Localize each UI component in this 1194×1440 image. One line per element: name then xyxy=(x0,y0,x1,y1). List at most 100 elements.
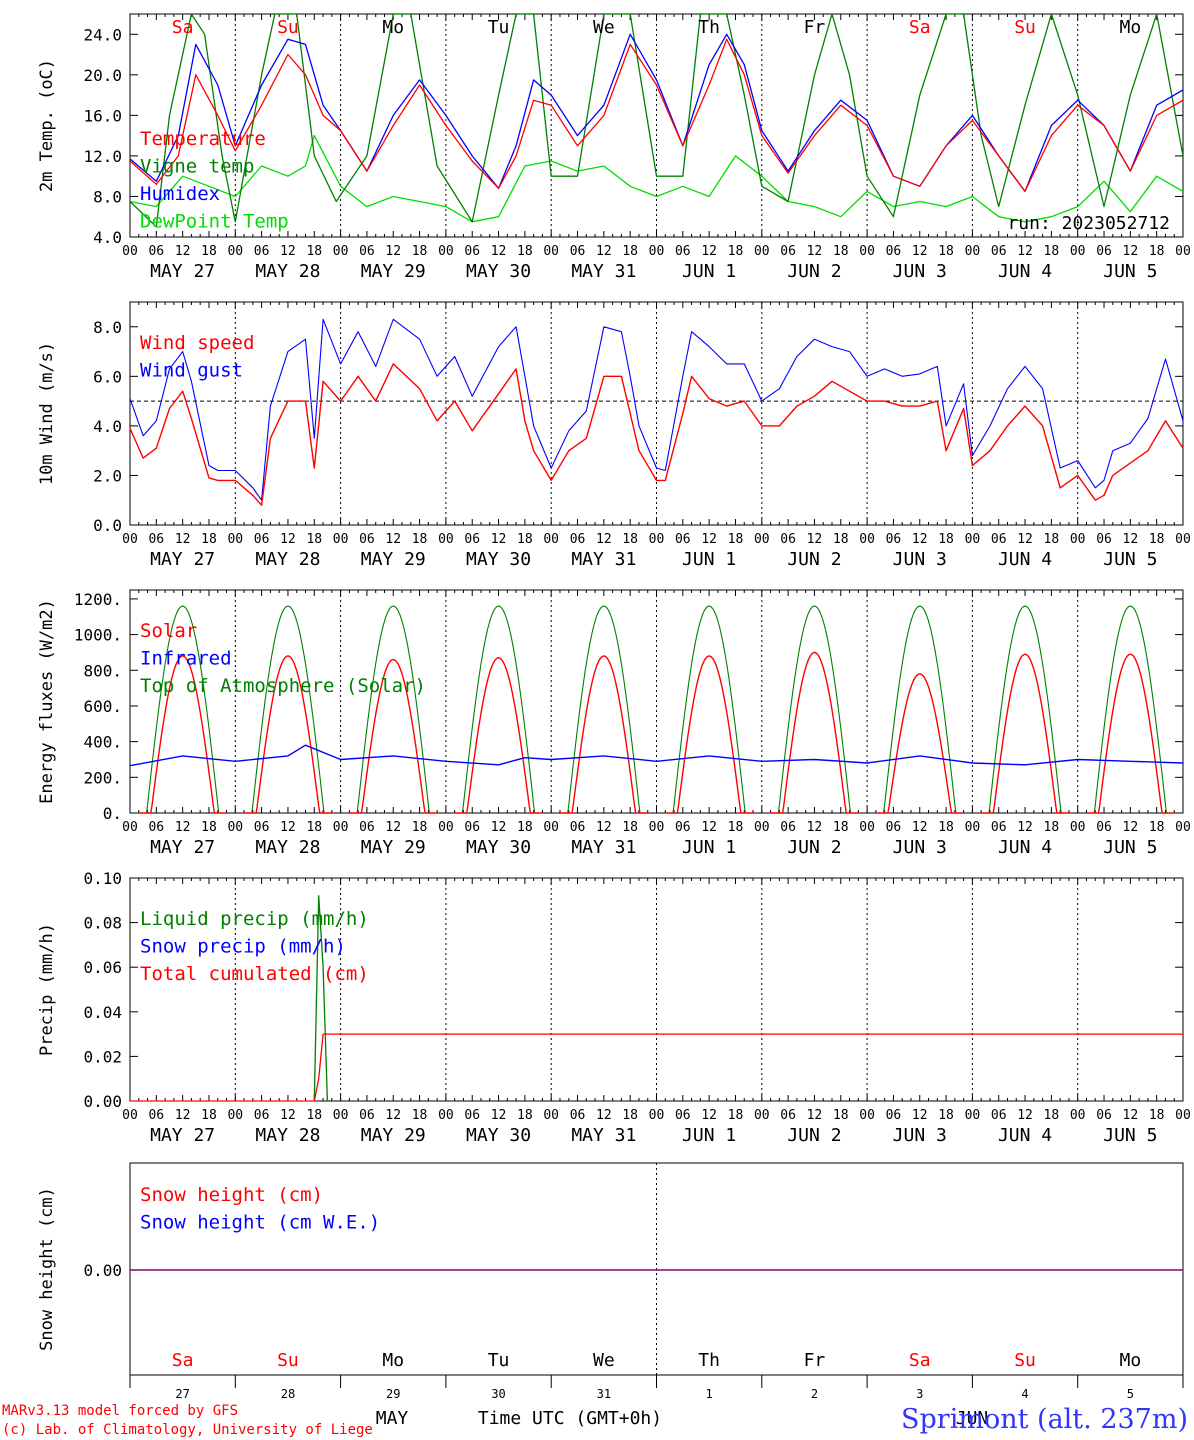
series-top-of-atmosphere xyxy=(349,605,438,814)
y-tick-label: 4.0 xyxy=(93,417,122,436)
date-label: JUN 2 xyxy=(787,549,841,570)
hour-label: 06 xyxy=(570,244,586,259)
weekday-label: Su xyxy=(1014,1350,1036,1371)
weekday-label: Th xyxy=(698,1350,720,1371)
series-total-cumulated xyxy=(130,1033,1183,1102)
day-number-label: 1 xyxy=(706,1387,713,1401)
hour-label: 18 xyxy=(1149,532,1165,547)
date-label: MAY 28 xyxy=(255,837,320,858)
y-tick-label: 16.0 xyxy=(83,106,122,125)
hour-label: 12 xyxy=(175,820,191,835)
y-tick-label: 12.0 xyxy=(83,147,122,166)
hour-label: 00 xyxy=(965,532,981,547)
hour-label: 00 xyxy=(1070,1108,1086,1123)
hour-label: 00 xyxy=(1070,244,1086,259)
series-solar xyxy=(560,655,648,814)
hour-label: 12 xyxy=(280,1108,296,1123)
date-label: JUN 4 xyxy=(998,549,1052,570)
weekday-label: Sa xyxy=(909,17,931,38)
y-tick-label: 1200. xyxy=(74,590,122,609)
hour-label: 00 xyxy=(754,1108,770,1123)
hour-label: 18 xyxy=(1149,244,1165,259)
day-number-label: 4 xyxy=(1021,1387,1028,1401)
hour-label: 18 xyxy=(1044,244,1060,259)
date-label: JUN 2 xyxy=(787,1125,841,1146)
hour-label: 00 xyxy=(754,532,770,547)
temperature-lines xyxy=(130,14,1183,228)
hour-label: 12 xyxy=(385,244,401,259)
hour-label: 06 xyxy=(991,244,1007,259)
hour-label: 00 xyxy=(333,1108,349,1123)
hour-label: 00 xyxy=(543,532,559,547)
hour-label: 18 xyxy=(833,820,849,835)
date-label: JUN 1 xyxy=(682,1125,736,1146)
hour-label: 18 xyxy=(306,1108,322,1123)
hour-label: 06 xyxy=(1096,532,1112,547)
snow-panel: 0.00 Snow height (cm) Snow height (cm) Snow… xyxy=(37,1162,1184,1401)
hour-label: 00 xyxy=(965,244,981,259)
hour-label: 06 xyxy=(886,1108,902,1123)
legend-entry: Solar xyxy=(140,620,197,642)
series-top-of-atmosphere xyxy=(1086,605,1175,814)
legend-entry: Snow height (cm) xyxy=(140,1184,323,1206)
y-tick-label: 0. xyxy=(103,804,122,823)
hour-label: 18 xyxy=(622,244,638,259)
hour-label: 06 xyxy=(1096,820,1112,835)
legend-entry: Snow height (cm W.E.) xyxy=(140,1212,380,1234)
hour-label: 00 xyxy=(543,244,559,259)
y-tick-label: 400. xyxy=(83,733,122,752)
series-wind-gust xyxy=(129,318,1184,501)
date-label: MAY 28 xyxy=(255,1125,320,1146)
hour-label: 12 xyxy=(1123,532,1139,547)
date-label: MAY 29 xyxy=(361,549,426,570)
hour-label: 18 xyxy=(938,532,954,547)
weekday-label: Mo xyxy=(1120,1350,1142,1371)
date-label: MAY 29 xyxy=(361,837,426,858)
date-label: JUN 2 xyxy=(787,261,841,282)
hour-label: 00 xyxy=(122,244,138,259)
series-vigne-temp xyxy=(130,14,1183,228)
y-tick-label: 4.0 xyxy=(93,228,122,247)
series-top-of-atmosphere xyxy=(875,605,964,814)
y-tick-label: 8.0 xyxy=(93,187,122,206)
hour-label: 18 xyxy=(412,820,428,835)
hour-label: 12 xyxy=(385,820,401,835)
day-number-label: 28 xyxy=(281,1387,295,1401)
date-label: MAY 28 xyxy=(255,549,320,570)
y-tick-label: 0.00 xyxy=(83,1092,122,1111)
hour-label: 12 xyxy=(701,820,717,835)
series-solar xyxy=(1086,653,1175,814)
hour-label: 06 xyxy=(675,244,691,259)
hour-label: 12 xyxy=(912,820,928,835)
hour-label: 18 xyxy=(622,1108,638,1123)
weekday-label: Sa xyxy=(909,1350,931,1371)
date-label: MAY 30 xyxy=(466,1125,531,1146)
weekday-label: Mo xyxy=(1120,17,1142,38)
hour-label: 12 xyxy=(1123,820,1139,835)
hour-label: 00 xyxy=(227,532,243,547)
y-tick-label: 24.0 xyxy=(83,25,122,44)
weekday-label: Tu xyxy=(488,1350,510,1371)
y-tick-label: 0.00 xyxy=(83,1261,122,1280)
hour-label: 12 xyxy=(596,1108,612,1123)
y-tick-label: 8.0 xyxy=(93,318,122,337)
date-label: JUN 5 xyxy=(1103,261,1157,282)
hour-label: 18 xyxy=(938,820,954,835)
series-top-of-atmosphere xyxy=(770,605,859,814)
hour-label: 18 xyxy=(833,532,849,547)
series-temperature xyxy=(130,38,1183,193)
hour-label: 12 xyxy=(280,820,296,835)
hour-label: 00 xyxy=(333,820,349,835)
hour-label: 12 xyxy=(807,1108,823,1123)
hour-label: 06 xyxy=(675,820,691,835)
day-number-label: 2 xyxy=(811,1387,818,1401)
series-solar xyxy=(981,653,1069,814)
hour-label: 12 xyxy=(912,532,928,547)
hour-label: 06 xyxy=(359,820,375,835)
date-label: JUN 5 xyxy=(1103,1125,1157,1146)
hour-label: 12 xyxy=(491,532,507,547)
hour-label: 06 xyxy=(780,244,796,259)
hour-label: 00 xyxy=(965,1108,981,1123)
y-tick-label: 6.0 xyxy=(93,367,122,386)
